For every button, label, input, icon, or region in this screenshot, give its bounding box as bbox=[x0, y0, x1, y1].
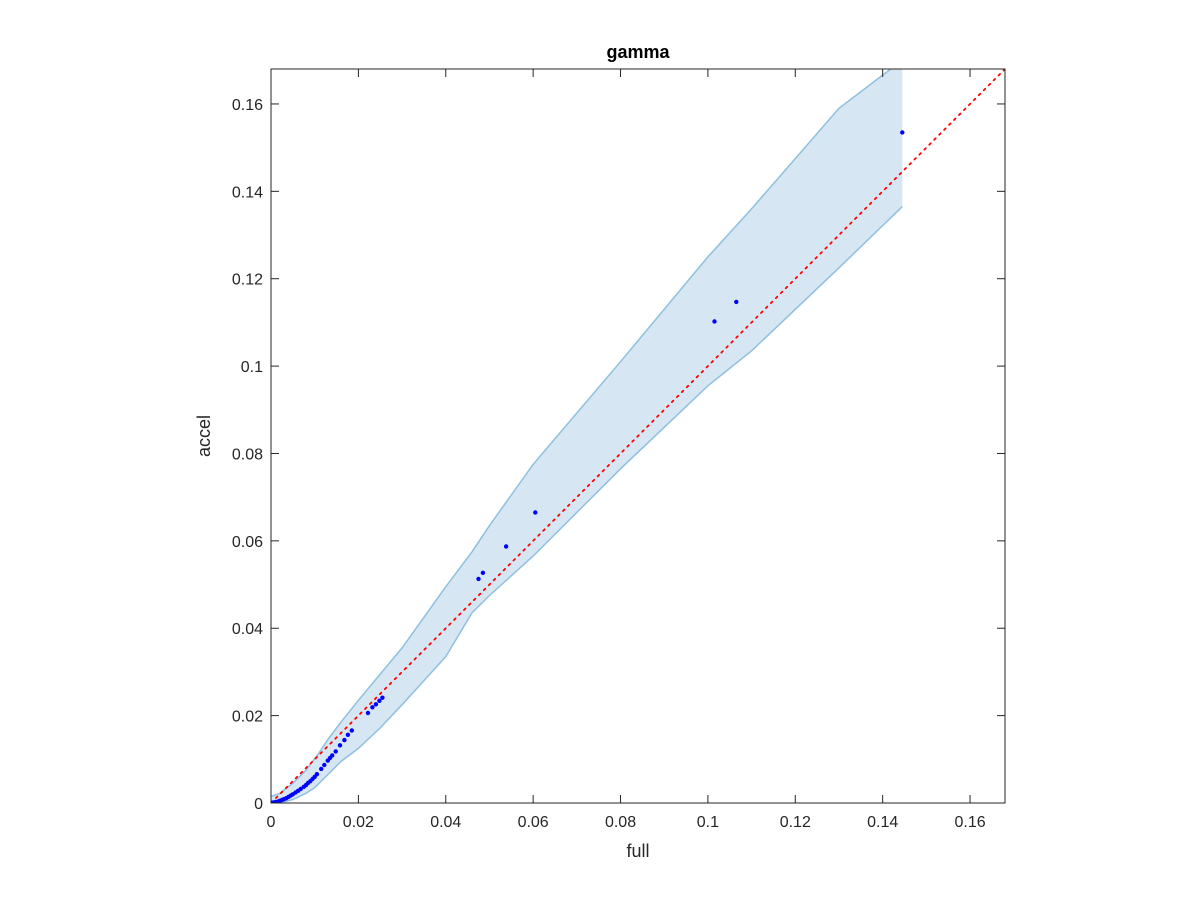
data-point bbox=[377, 698, 382, 703]
data-point bbox=[337, 743, 343, 748]
x-tick-label: 0.12 bbox=[780, 814, 811, 831]
data-point bbox=[330, 753, 335, 758]
data-point bbox=[298, 786, 303, 792]
data-point bbox=[349, 728, 354, 733]
data-point bbox=[476, 576, 481, 582]
y-tick-label: 0.12 bbox=[232, 272, 263, 289]
data-point bbox=[365, 710, 371, 716]
data-point bbox=[345, 732, 351, 737]
y-tick-label: 0.04 bbox=[232, 621, 263, 638]
x-tick-label: 0.02 bbox=[343, 814, 374, 831]
data-point bbox=[314, 772, 320, 777]
data-point bbox=[480, 570, 486, 575]
data-point bbox=[319, 766, 324, 772]
chart-title: gamma bbox=[606, 42, 670, 62]
y-axis-label: accel bbox=[194, 415, 214, 457]
x-tick-label: 0.04 bbox=[430, 814, 461, 831]
y-tick-label: 0.1 bbox=[241, 359, 263, 376]
y-tick-label: 0.02 bbox=[232, 709, 263, 726]
y-tick-label: 0.16 bbox=[232, 97, 263, 114]
data-point bbox=[380, 695, 385, 700]
y-tick-label: 0 bbox=[254, 796, 263, 813]
x-tick-label: 0 bbox=[267, 814, 276, 831]
x-axis-label: full bbox=[626, 841, 649, 861]
data-point bbox=[342, 737, 347, 743]
data-point bbox=[712, 319, 717, 324]
data-point bbox=[900, 130, 905, 135]
x-tick-label: 0.14 bbox=[867, 814, 898, 831]
y-tick-label: 0.14 bbox=[232, 184, 263, 201]
reference-line bbox=[271, 69, 1005, 803]
confidence-band bbox=[271, 69, 903, 803]
x-tick-label: 0.06 bbox=[518, 814, 549, 831]
band-lower-edge bbox=[271, 206, 903, 803]
data-point bbox=[322, 762, 327, 768]
band-upper-edge bbox=[271, 69, 892, 798]
axes-box bbox=[270, 68, 1006, 804]
x-tick-label: 0.1 bbox=[697, 814, 719, 831]
data-point bbox=[370, 705, 375, 710]
data-point bbox=[533, 510, 538, 515]
data-point bbox=[734, 299, 739, 305]
y-tick-label: 0.08 bbox=[232, 446, 263, 463]
y-tick-label: 0.06 bbox=[232, 534, 263, 551]
data-point bbox=[503, 544, 509, 549]
x-tick-label: 0.08 bbox=[605, 814, 636, 831]
data-point bbox=[333, 749, 338, 754]
data-point bbox=[373, 702, 379, 707]
x-tick-label: 0.16 bbox=[954, 814, 985, 831]
